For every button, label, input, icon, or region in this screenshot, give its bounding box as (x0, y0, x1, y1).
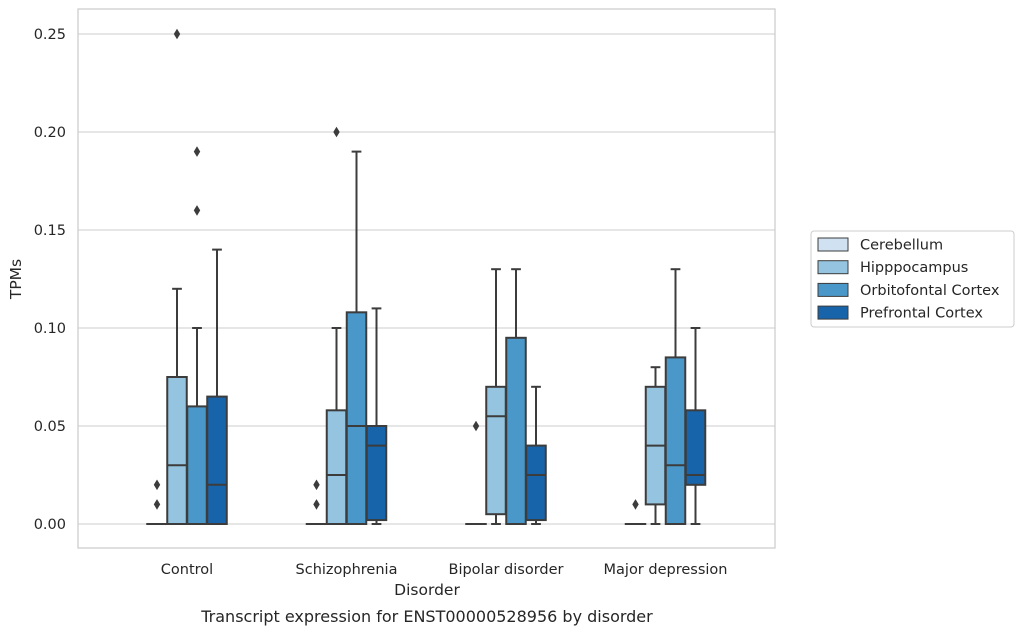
legend-swatch (818, 283, 848, 296)
legend-swatch (818, 238, 848, 251)
legend: Cerebellum Hipppocampus Orbitofontal Corte… (811, 231, 1014, 327)
y-tick-label: 0.10 (34, 321, 66, 337)
box-body (347, 312, 367, 524)
chart-caption: Transcript expression for ENST0000052895… (200, 607, 653, 626)
box-body (187, 406, 207, 524)
box-body (167, 377, 187, 524)
box (646, 367, 666, 524)
x-tick-label: Control (161, 562, 213, 578)
legend-label: Cerebellum (860, 238, 943, 254)
legend-label: Orbitofontal Cortex (860, 283, 1000, 299)
box-body (207, 397, 227, 524)
x-tick-label: Major depression (604, 562, 728, 578)
y-tick-label: 0.05 (34, 419, 66, 435)
box-body (686, 410, 706, 484)
legend-swatch (818, 261, 848, 274)
box-body (367, 426, 387, 520)
box-body (526, 446, 546, 520)
y-tick-label: 0.00 (34, 517, 66, 533)
y-tick-label: 0.15 (34, 223, 66, 239)
box-body (486, 387, 506, 514)
y-tick-label: 0.25 (34, 27, 66, 43)
legend-label: Hipppocampus (860, 260, 968, 276)
y-axis-label: TPMs (7, 259, 25, 300)
x-tick-label: Schizophrenia (296, 562, 398, 578)
x-axis-label: Disorder (394, 581, 460, 599)
legend-swatch (818, 306, 848, 319)
box-body (327, 410, 347, 524)
y-tick-label: 0.20 (34, 125, 66, 141)
x-tick-label: Bipolar disorder (449, 562, 564, 578)
box-body (506, 338, 526, 524)
box-body (666, 357, 686, 524)
legend-label: Prefrontal Cortex (860, 306, 983, 322)
